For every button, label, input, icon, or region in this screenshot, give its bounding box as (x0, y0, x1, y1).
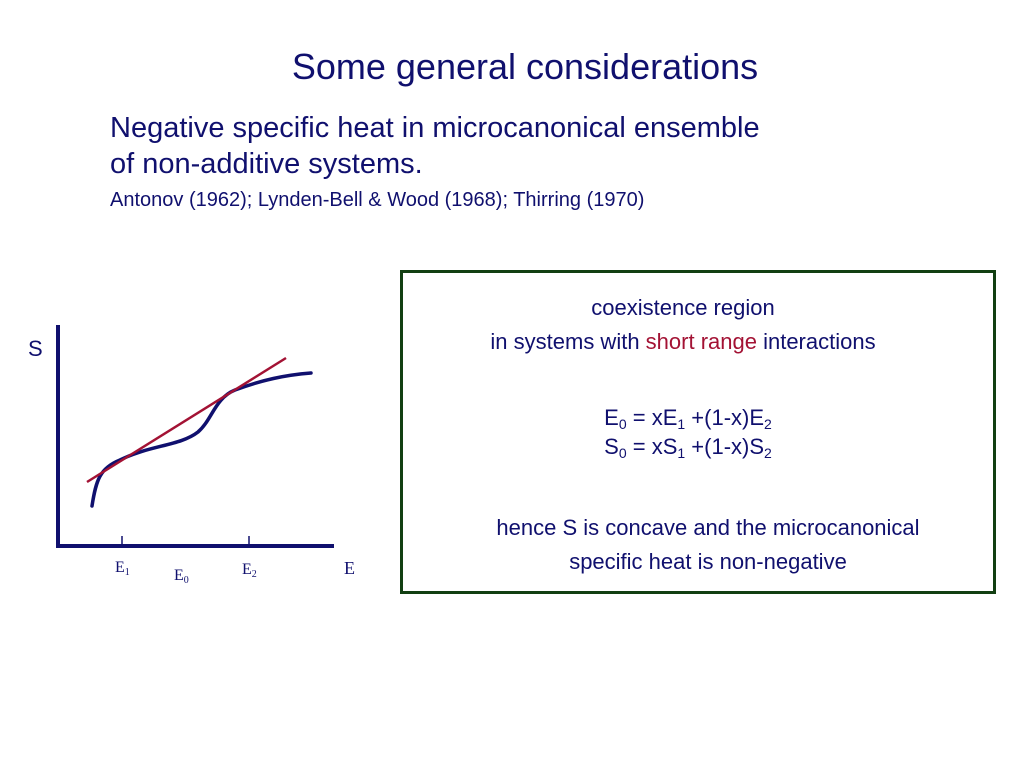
box-heading-line-1: coexistence region (591, 295, 775, 320)
entropy-equation: S0 = xS1 +(1-x)S2 (604, 434, 772, 461)
intro-line-1: Negative specific heat in microcanonical… (110, 112, 760, 144)
intro-line-2: of non-additive systems. (110, 148, 423, 180)
heading-post: interactions (756, 329, 876, 354)
y-axis-label: S (28, 336, 43, 361)
tick-label-e2: E2 (242, 561, 257, 580)
entropy-diagram: S E E1 E0 E2 (28, 325, 355, 586)
coexistence-box: coexistence region in systems with short… (400, 270, 996, 594)
intro-block: Negative specific heat in microcanonical… (110, 110, 760, 214)
tick-label-e0: E0 (174, 567, 189, 586)
entropy-curve (90, 371, 313, 508)
conclusion-line-1: hence S is concave and the microcanonica… (496, 515, 920, 540)
slide-title: Some general considerations (291, 46, 759, 87)
heading-pre: in systems with (490, 329, 646, 354)
tangent-line (86, 356, 287, 484)
x-axis-label: E (344, 558, 355, 578)
box-heading-line-2: in systems with short range interactions (373, 325, 993, 359)
short-range-highlight: short range (645, 329, 757, 354)
box-conclusion: hence S is concave and the microcanonica… (423, 511, 993, 579)
equations: E0 = xE1 +(1-x)E2 S0 = xS1 +(1-x)S2 (383, 403, 993, 461)
conclusion-line-2: specific heat is non-negative (569, 549, 847, 574)
tick-label-e1: E1 (115, 559, 130, 578)
box-heading: coexistence region in systems with short… (373, 291, 993, 359)
energy-equation: E0 = xE1 +(1-x)E2 (604, 405, 772, 432)
references: Antonov (1962); Lynden-Bell & Wood (1968… (110, 189, 645, 211)
